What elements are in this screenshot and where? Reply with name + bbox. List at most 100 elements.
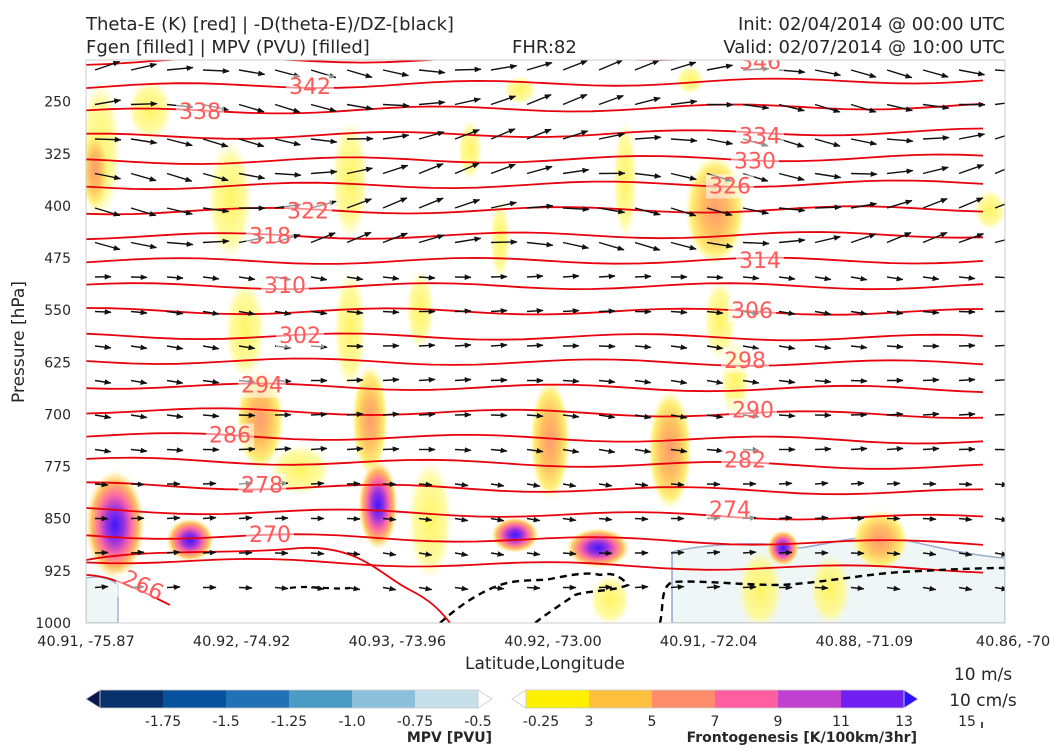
wind-vector [670, 172, 697, 181]
title-line-2: Fgen [filled] | MPV (PVU) [filled] [86, 37, 370, 58]
wind-vector [814, 172, 842, 180]
wind-vector [166, 584, 181, 590]
wind-vector [490, 163, 516, 175]
contour-label-bg [116, 573, 164, 597]
wind-vector [958, 132, 986, 140]
wind-vector [886, 103, 913, 112]
wind-vector [778, 172, 805, 182]
theta-e-contour-line [86, 256, 984, 265]
wind-vector [418, 234, 445, 244]
wind-vector [346, 103, 374, 111]
wind-vector [130, 413, 148, 420]
wind-vector [130, 344, 148, 351]
init-time: Init: 02/04/2014 @ 00:00 UTC [737, 14, 1005, 35]
wind-vector [562, 413, 580, 419]
colorbar-cell [85, 689, 101, 709]
wind-vector [166, 379, 184, 385]
theta-e-contour-label: 334 [739, 125, 781, 150]
wind-vector [526, 482, 541, 488]
fgen-blob [974, 190, 1005, 230]
wind-vector [706, 344, 724, 351]
wind-vector [418, 342, 436, 349]
wind-vector [418, 69, 446, 75]
y-tick-label: 1000 [35, 616, 71, 632]
wind-vector [130, 138, 158, 145]
wind-vector [850, 138, 878, 146]
mpv-colorbar-label: MPV [PVU] [407, 730, 492, 746]
wind-vector [742, 240, 770, 247]
wind-vectors [94, 60, 1005, 592]
fgen-blob [406, 270, 434, 350]
wind-vector [706, 447, 724, 454]
wind-vector [94, 207, 121, 217]
theta-e-contour-label: 278 [241, 473, 283, 498]
wind-vector [778, 275, 796, 281]
wind-vector [814, 275, 832, 282]
wind-vector [778, 310, 796, 316]
wind-vector [634, 60, 660, 71]
wind-vector [274, 171, 302, 178]
vector-key-horizontal: 10 m/s [954, 665, 1012, 685]
wind-vector [706, 549, 721, 556]
theta-e-contour-line [86, 179, 984, 191]
contour-label-bg [729, 398, 777, 423]
wind-vector [526, 94, 552, 106]
theta-e-contour-line [86, 407, 984, 419]
theta-e-contour-line [86, 533, 984, 546]
wind-vector [778, 378, 796, 385]
wind-vector [238, 172, 266, 180]
wind-vector [310, 480, 325, 487]
colorbar-cell [415, 690, 479, 708]
wind-vector [454, 551, 469, 557]
wind-vector [994, 377, 1005, 383]
wind-vector [562, 550, 577, 557]
wind-vector [94, 98, 122, 106]
colorbar-cell [589, 690, 653, 708]
wind-vector [130, 241, 158, 250]
wind-vector [994, 203, 1005, 209]
fgen-blob [613, 120, 637, 240]
contour-label-bg [721, 348, 769, 373]
contour-label-bg [736, 249, 784, 274]
wind-vector [778, 207, 806, 213]
wind-vector [958, 69, 986, 77]
wind-vector [814, 480, 829, 487]
wind-vector [958, 377, 976, 383]
wind-vector [346, 411, 364, 418]
wind-vector [562, 167, 590, 175]
wind-vector [202, 238, 230, 245]
x-tick-label: 40.92, -73.00 [504, 634, 601, 650]
wind-vector [238, 103, 265, 113]
wind-vector [670, 447, 688, 454]
fgen-blob [491, 517, 539, 553]
colorbar-tick-label: -1.25 [271, 714, 307, 730]
wind-vector [850, 171, 878, 177]
theta-e-contour-line [86, 547, 451, 623]
vector-key-vertical: 10 cm/s [949, 691, 1017, 711]
colorbar-tick-label: 15 [958, 714, 976, 730]
theta-e-contour-label: 298 [724, 349, 766, 374]
fgen-blob [208, 140, 252, 260]
wind-vector [94, 584, 109, 590]
wind-vector [634, 448, 652, 454]
x-axis-label: Latitude,Longitude [465, 654, 625, 674]
wind-vector [166, 309, 184, 316]
wind-vector [994, 168, 1005, 175]
contour-label-bg [736, 124, 784, 149]
theta-e-contour-line [86, 481, 984, 496]
wind-vector [634, 516, 649, 522]
theta-e-contour-label: 346 [739, 50, 781, 75]
wind-vector [670, 549, 685, 556]
wind-vector [814, 235, 841, 244]
wind-vector [310, 309, 328, 316]
colorbar-cell [289, 690, 353, 708]
wind-vector [886, 168, 914, 175]
wind-vector [310, 550, 325, 557]
wind-vector [958, 342, 976, 349]
wind-vector [346, 198, 373, 209]
theta-e-contour-line [86, 382, 984, 393]
wind-vector [562, 206, 590, 212]
wind-vector [454, 97, 482, 106]
wind-vector [202, 310, 220, 316]
